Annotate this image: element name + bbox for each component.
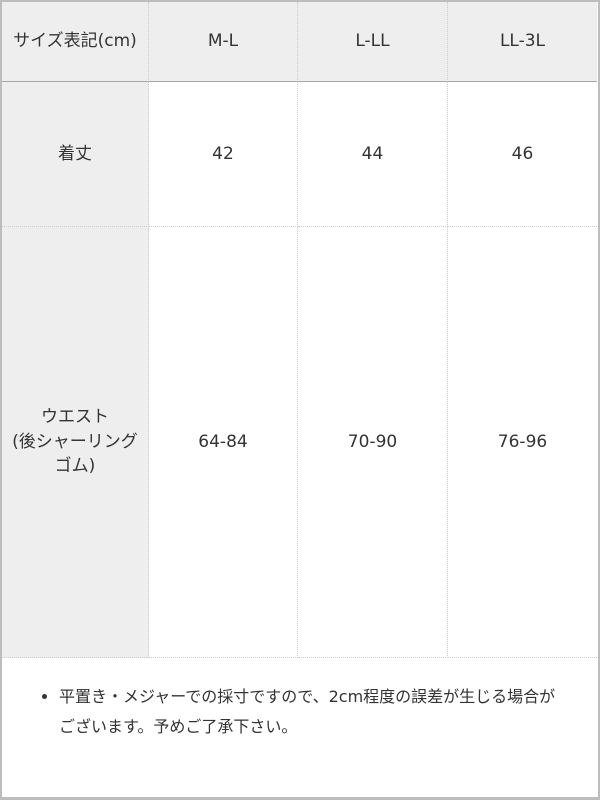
size-table-header-size-ml: M-L	[149, 2, 298, 82]
measurement-note-area: 平置き・メジャーでの採寸ですので、2cm程度の誤差が生じる場合がございます。予め…	[2, 658, 598, 797]
row-length-label: 着丈	[2, 82, 149, 227]
row-length-value-ml: 42	[149, 82, 298, 227]
size-table-header-size-ll3l: LL-3L	[448, 2, 597, 82]
row-length-value-ll3l: 46	[448, 82, 597, 227]
row-waist-label: ウエスト (後シャーリングゴム)	[2, 227, 149, 658]
size-table-header-label: サイズ表記(cm)	[2, 2, 149, 82]
size-table: サイズ表記(cm) M-L L-LL LL-3L 着丈 42 44 46 ウエス…	[2, 2, 598, 658]
measurement-note-list: 平置き・メジャーでの採寸ですので、2cm程度の誤差が生じる場合がございます。予め…	[59, 682, 568, 741]
size-table-header-size-lll: L-LL	[298, 2, 448, 82]
row-length-value-lll: 44	[298, 82, 448, 227]
measurement-note-text: 平置き・メジャーでの採寸ですので、2cm程度の誤差が生じる場合がございます。予め…	[59, 682, 568, 741]
row-waist-value-ll3l: 76-96	[448, 227, 597, 658]
row-waist-value-lll: 70-90	[298, 227, 448, 658]
row-waist-value-ml: 64-84	[149, 227, 298, 658]
